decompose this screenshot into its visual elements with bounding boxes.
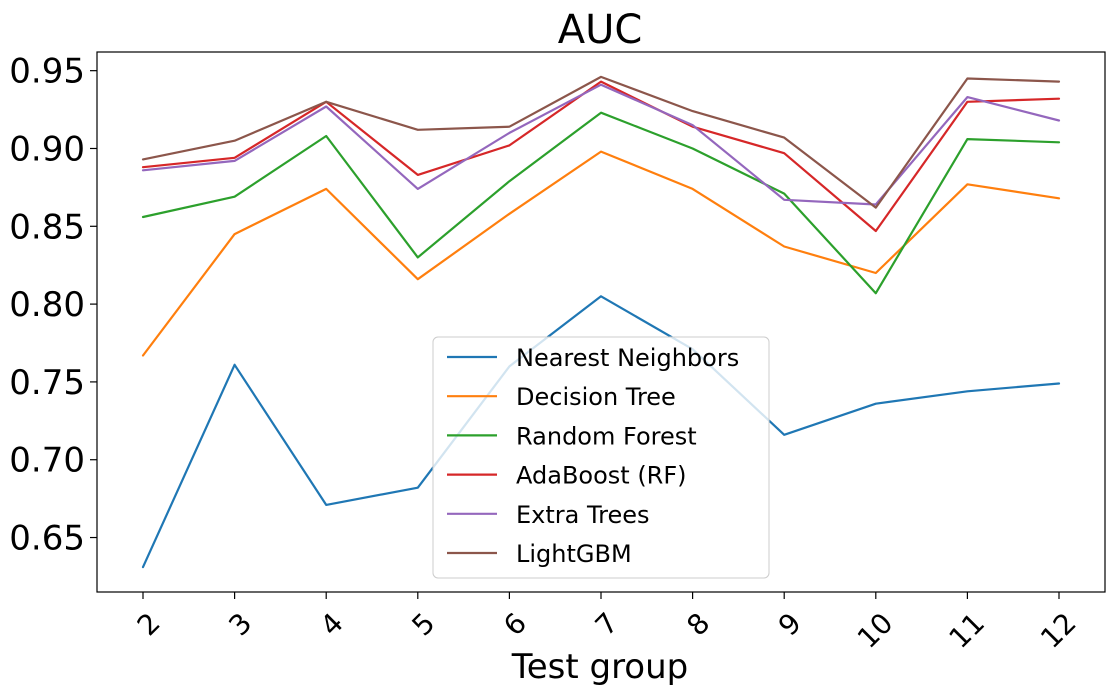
legend-label: LightGBM xyxy=(516,540,632,568)
y-axis: 0.65 0.70 0.75 0.80 0.85 0.90 0.95 xyxy=(9,52,97,559)
x-tick-label: 11 xyxy=(943,606,992,655)
series-line-3 xyxy=(141,80,1061,233)
y-tick-label: 0.95 xyxy=(9,52,85,92)
legend-label: Random Forest xyxy=(516,422,697,450)
x-axis: 2 3 4 5 6 7 8 9 10 11 12 xyxy=(131,592,1083,655)
series-line-5 xyxy=(141,75,1061,209)
x-tick-label: 9 xyxy=(772,606,808,642)
legend: Nearest Neighbors Decision Tree Random For… xyxy=(432,336,770,579)
x-tick-label: 7 xyxy=(589,606,625,642)
y-tick-label: 0.65 xyxy=(9,519,85,559)
y-tick-label: 0.80 xyxy=(9,285,85,325)
legend-label: AdaBoost (RF) xyxy=(516,462,687,490)
x-tick-label: 3 xyxy=(222,606,258,642)
legend-label: Extra Trees xyxy=(516,501,650,529)
x-tick-label: 10 xyxy=(851,606,900,655)
x-tick-label: 5 xyxy=(406,606,442,642)
legend-box xyxy=(432,336,770,579)
legend-label: Nearest Neighbors xyxy=(516,344,739,372)
x-tick-label: 8 xyxy=(680,606,716,642)
legend-label: Decision Tree xyxy=(516,383,676,411)
x-axis-label: Test group xyxy=(511,647,689,687)
x-tick-label: 12 xyxy=(1034,606,1083,655)
series-line-2 xyxy=(141,111,1061,295)
x-tick-label: 4 xyxy=(314,606,350,642)
y-tick-label: 0.70 xyxy=(9,441,85,481)
x-tick-label: 6 xyxy=(497,606,533,642)
x-tick-label: 2 xyxy=(131,606,167,642)
y-tick-label: 0.90 xyxy=(9,129,85,169)
y-tick-label: 0.75 xyxy=(9,363,85,403)
y-tick-label: 0.85 xyxy=(9,207,85,247)
series-lines xyxy=(141,75,1061,569)
chart-title: AUC xyxy=(558,7,643,53)
series-line-4 xyxy=(141,83,1061,206)
series-line-0 xyxy=(141,295,1061,569)
series-line-1 xyxy=(141,150,1061,357)
